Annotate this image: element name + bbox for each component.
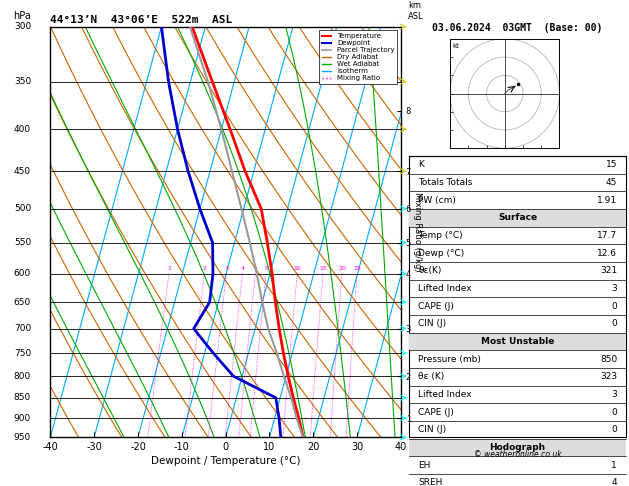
Text: 1: 1 [611, 461, 617, 469]
Text: 300: 300 [14, 22, 31, 31]
Text: 0: 0 [611, 302, 617, 311]
Text: 650: 650 [14, 298, 31, 307]
Text: Most Unstable: Most Unstable [481, 337, 554, 346]
Text: 850: 850 [14, 393, 31, 402]
Text: Lifted Index: Lifted Index [418, 390, 472, 399]
Text: 500: 500 [14, 204, 31, 213]
Text: Totals Totals: Totals Totals [418, 178, 472, 187]
Text: 800: 800 [14, 372, 31, 381]
Text: Temp (°C): Temp (°C) [418, 231, 463, 240]
Text: Lifted Index: Lifted Index [418, 284, 472, 293]
Text: 0: 0 [611, 425, 617, 434]
Text: 350: 350 [14, 77, 31, 86]
Text: 15: 15 [319, 266, 327, 271]
Text: 4: 4 [611, 478, 617, 486]
Text: 0: 0 [611, 319, 617, 329]
Text: 5: 5 [253, 266, 257, 271]
Text: © weatheronline.co.uk: © weatheronline.co.uk [474, 450, 562, 459]
Text: 323: 323 [600, 372, 617, 382]
Y-axis label: Mixing Ratio (g/kg): Mixing Ratio (g/kg) [413, 192, 422, 272]
Text: 3: 3 [611, 284, 617, 293]
Text: EH: EH [418, 461, 430, 469]
Text: 321: 321 [600, 266, 617, 276]
Text: 12.6: 12.6 [597, 249, 617, 258]
Text: 03.06.2024  03GMT  (Base: 00): 03.06.2024 03GMT (Base: 00) [433, 23, 603, 33]
Text: 25: 25 [353, 266, 361, 271]
Text: CAPE (J): CAPE (J) [418, 302, 454, 311]
Text: 20: 20 [338, 266, 346, 271]
Text: 17.7: 17.7 [597, 231, 617, 240]
Text: Hodograph: Hodograph [489, 443, 546, 452]
Bar [409, 333, 626, 350]
Text: PW (cm): PW (cm) [418, 196, 456, 205]
Text: Pressure (mb): Pressure (mb) [418, 355, 481, 364]
Text: 15: 15 [606, 160, 617, 170]
Text: 2: 2 [203, 266, 206, 271]
Text: Dewp (°C): Dewp (°C) [418, 249, 464, 258]
Text: 1: 1 [167, 266, 171, 271]
Text: θε(K): θε(K) [418, 266, 442, 276]
Text: 750: 750 [14, 348, 31, 358]
Text: K: K [418, 160, 424, 170]
Text: km
ASL: km ASL [408, 1, 423, 20]
Bar [409, 209, 626, 227]
Text: θε (K): θε (K) [418, 372, 444, 382]
Text: kt: kt [452, 43, 459, 49]
Text: SREH: SREH [418, 478, 442, 486]
Text: CIN (J): CIN (J) [418, 425, 446, 434]
Text: 900: 900 [14, 414, 31, 423]
Text: 44°13’N  43°06’E  522m  ASL: 44°13’N 43°06’E 522m ASL [50, 15, 233, 25]
Text: 0: 0 [611, 408, 617, 417]
Text: hPa: hPa [13, 11, 31, 20]
Text: 45: 45 [606, 178, 617, 187]
Text: 6: 6 [264, 266, 268, 271]
Text: 3: 3 [225, 266, 228, 271]
X-axis label: Dewpoint / Temperature (°C): Dewpoint / Temperature (°C) [151, 456, 301, 467]
Text: 450: 450 [14, 167, 31, 175]
Text: 550: 550 [14, 238, 31, 247]
Text: 10: 10 [293, 266, 301, 271]
Text: CIN (J): CIN (J) [418, 319, 446, 329]
Bar [409, 156, 626, 437]
Text: 4: 4 [240, 266, 245, 271]
Text: 400: 400 [14, 125, 31, 134]
Text: LCL: LCL [427, 414, 441, 423]
Text: 600: 600 [14, 269, 31, 278]
Text: 3: 3 [611, 390, 617, 399]
Text: 1.91: 1.91 [597, 196, 617, 205]
Text: 700: 700 [14, 324, 31, 333]
Text: Surface: Surface [498, 213, 537, 223]
Legend: Temperature, Dewpoint, Parcel Trajectory, Dry Adiabat, Wet Adiabat, Isotherm, Mi: Temperature, Dewpoint, Parcel Trajectory… [319, 30, 398, 84]
Text: CAPE (J): CAPE (J) [418, 408, 454, 417]
Text: 850: 850 [600, 355, 617, 364]
Text: 950: 950 [14, 433, 31, 442]
Bar [409, 439, 626, 456]
